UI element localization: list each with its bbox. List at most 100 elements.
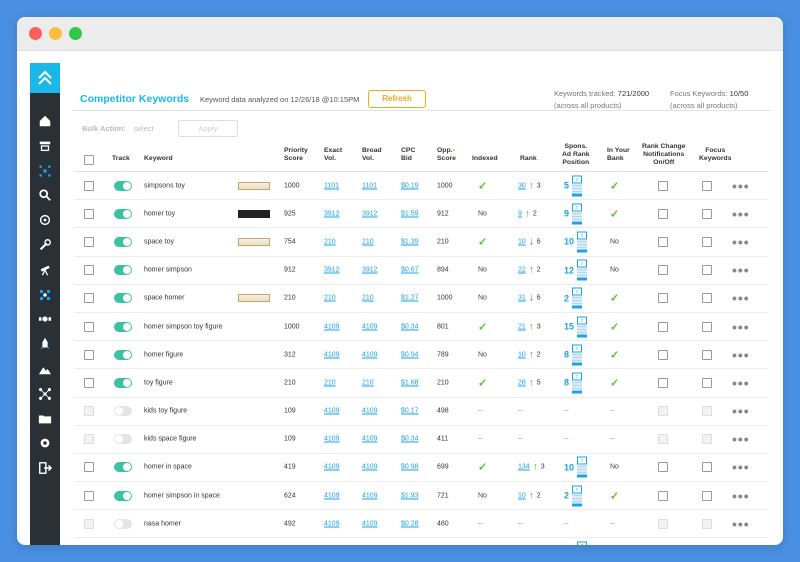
rank-link[interactable]: 10 — [518, 238, 526, 246]
minimize-window-button[interactable] — [49, 27, 62, 40]
more-options-icon[interactable]: ••• — [732, 459, 750, 476]
broad-vol-link[interactable]: 4109 — [362, 520, 378, 528]
col-focus[interactable]: Focus Keywords — [699, 147, 731, 163]
exact-vol-link[interactable]: 210 — [324, 379, 336, 387]
track-toggle[interactable] — [114, 180, 132, 191]
exact-vol-link[interactable]: 4109 — [324, 463, 340, 471]
broad-vol-link[interactable]: 4109 — [362, 351, 378, 359]
rank-link[interactable]: 22 — [518, 266, 526, 274]
more-options-icon[interactable]: ••• — [732, 374, 750, 391]
settings-icon[interactable] — [37, 435, 53, 451]
notification-checkbox[interactable] — [658, 265, 668, 276]
home-icon[interactable] — [37, 113, 53, 129]
select-all-checkbox[interactable] — [84, 155, 94, 165]
row-checkbox[interactable] — [84, 208, 94, 219]
more-options-icon[interactable]: ••• — [732, 177, 750, 194]
broad-vol-link[interactable]: 4109 — [362, 323, 378, 331]
focus-checkbox[interactable] — [702, 180, 712, 191]
focus-checkbox[interactable] — [702, 293, 712, 304]
row-checkbox[interactable] — [84, 490, 94, 501]
track-toggle[interactable] — [114, 434, 132, 445]
col-notifications[interactable]: Rank Change Notifications On/Off — [642, 143, 685, 167]
cpc-bid-link[interactable]: $0.98 — [401, 463, 419, 471]
rank-link[interactable]: 31 — [518, 294, 526, 302]
notification-checkbox[interactable] — [658, 180, 668, 191]
rank-link[interactable]: 28 — [518, 379, 526, 387]
product-thumbnail[interactable] — [238, 181, 270, 190]
ad-position-icon[interactable]: 2 — [572, 372, 583, 394]
focus-checkbox[interactable] — [702, 406, 712, 417]
more-options-icon[interactable]: ••• — [732, 431, 750, 448]
ad-position-icon[interactable]: 2 — [572, 287, 583, 309]
broad-vol-link[interactable]: 4109 — [362, 435, 378, 443]
col-track[interactable]: Track — [112, 155, 130, 162]
cpc-bid-link[interactable]: $0.67 — [401, 266, 419, 274]
col-broad[interactable]: Broad Vol. — [362, 147, 382, 163]
exact-vol-link[interactable]: 4109 — [324, 492, 340, 500]
more-options-icon[interactable]: ••• — [732, 346, 750, 363]
focus-checkbox[interactable] — [702, 349, 712, 360]
row-checkbox[interactable] — [84, 377, 94, 388]
more-options-icon[interactable]: ••• — [732, 487, 750, 504]
telescope-icon[interactable] — [37, 262, 53, 278]
more-options-icon[interactable]: ••• — [732, 515, 750, 532]
col-bank[interactable]: In Your Bank — [607, 147, 630, 163]
ad-position-icon[interactable]: 2 — [572, 485, 583, 507]
broad-vol-link[interactable]: 4109 — [362, 407, 378, 415]
focus-checkbox[interactable] — [702, 377, 712, 388]
row-checkbox[interactable] — [84, 462, 94, 473]
exact-vol-link[interactable]: 4109 — [324, 323, 340, 331]
network-icon[interactable] — [37, 163, 53, 179]
focus-checkbox[interactable] — [702, 490, 712, 501]
focus-checkbox[interactable] — [702, 518, 712, 529]
exact-vol-link[interactable]: 4109 — [324, 520, 340, 528]
col-cpc[interactable]: CPC Bid — [401, 147, 415, 163]
ad-position-icon[interactable]: 2 — [577, 316, 588, 338]
notification-checkbox[interactable] — [658, 208, 668, 219]
refresh-button[interactable]: Refresh — [368, 90, 426, 108]
rank-link[interactable]: 9 — [518, 210, 522, 218]
cpc-bid-link[interactable]: $1.27 — [401, 294, 419, 302]
ad-position-icon[interactable]: 2 — [572, 175, 583, 197]
maximize-window-button[interactable] — [69, 27, 82, 40]
rank-link[interactable]: 10 — [518, 351, 526, 359]
notification-checkbox[interactable] — [658, 406, 668, 417]
notification-checkbox[interactable] — [658, 321, 668, 332]
notification-checkbox[interactable] — [658, 490, 668, 501]
track-toggle[interactable] — [114, 349, 132, 360]
focus-checkbox[interactable] — [702, 265, 712, 276]
nodes-icon[interactable] — [37, 386, 53, 402]
folder-icon[interactable] — [37, 411, 53, 427]
ad-position-icon[interactable]: 2 — [572, 203, 583, 225]
product-thumbnail[interactable] — [238, 294, 270, 303]
rocket-icon[interactable] — [37, 336, 53, 352]
broad-vol-link[interactable]: 1101 — [362, 182, 378, 190]
track-toggle[interactable] — [114, 518, 132, 529]
col-exact[interactable]: Exact Vol. — [324, 147, 342, 163]
track-toggle[interactable] — [114, 321, 132, 332]
col-priority[interactable]: Priority Score — [284, 147, 308, 163]
focus-checkbox[interactable] — [702, 321, 712, 332]
apply-button[interactable]: Apply — [178, 120, 238, 137]
more-options-icon[interactable]: ••• — [732, 403, 750, 420]
grid-icon[interactable] — [37, 287, 53, 303]
notification-checkbox[interactable] — [658, 293, 668, 304]
more-options-icon[interactable]: ••• — [732, 205, 750, 222]
product-thumbnail[interactable] — [238, 209, 270, 218]
ad-position-icon[interactable]: 2 — [577, 259, 588, 281]
row-checkbox[interactable] — [84, 321, 94, 332]
row-checkbox[interactable] — [84, 236, 94, 247]
row-checkbox[interactable] — [84, 518, 94, 529]
more-options-icon[interactable]: ••• — [732, 318, 750, 335]
track-toggle[interactable] — [114, 265, 132, 276]
track-toggle[interactable] — [114, 377, 132, 388]
notification-checkbox[interactable] — [658, 236, 668, 247]
logout-icon[interactable] — [37, 460, 53, 476]
cpc-bid-link[interactable]: $0.94 — [401, 351, 419, 359]
track-toggle[interactable] — [114, 236, 132, 247]
row-checkbox[interactable] — [84, 293, 94, 304]
row-checkbox[interactable] — [84, 434, 94, 445]
ad-position-icon[interactable]: 2 — [577, 231, 588, 253]
mountain-icon[interactable] — [37, 361, 53, 377]
exact-vol-link[interactable]: 4109 — [324, 435, 340, 443]
